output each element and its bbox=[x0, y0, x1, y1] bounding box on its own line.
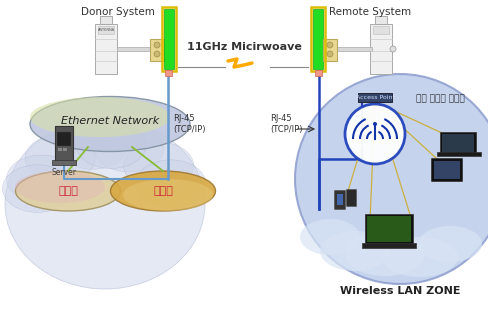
Ellipse shape bbox=[30, 96, 190, 151]
Circle shape bbox=[326, 51, 332, 57]
Bar bbox=[63, 148, 67, 151]
Ellipse shape bbox=[5, 119, 204, 289]
Ellipse shape bbox=[299, 219, 359, 255]
Bar bbox=[310, 7, 325, 71]
Circle shape bbox=[154, 42, 160, 48]
FancyBboxPatch shape bbox=[334, 191, 345, 210]
Ellipse shape bbox=[381, 237, 457, 277]
Text: Access Point: Access Point bbox=[355, 95, 394, 99]
Circle shape bbox=[372, 122, 376, 126]
Bar bbox=[439, 132, 475, 154]
Circle shape bbox=[389, 46, 395, 52]
Bar bbox=[150, 39, 163, 61]
Ellipse shape bbox=[345, 232, 424, 276]
Ellipse shape bbox=[136, 160, 205, 207]
Ellipse shape bbox=[123, 142, 193, 189]
Bar bbox=[162, 7, 176, 71]
Bar bbox=[374, 16, 386, 24]
Circle shape bbox=[154, 51, 160, 57]
Bar bbox=[366, 216, 410, 242]
Text: Wireless LAN ZONE: Wireless LAN ZONE bbox=[339, 286, 459, 296]
Ellipse shape bbox=[58, 122, 127, 169]
Bar bbox=[163, 9, 174, 69]
Bar bbox=[55, 126, 73, 161]
Bar bbox=[100, 16, 112, 24]
Ellipse shape bbox=[123, 179, 213, 211]
Ellipse shape bbox=[16, 171, 120, 211]
Text: 11GHz Micirwoave: 11GHz Micirwoave bbox=[186, 42, 301, 52]
Bar bbox=[52, 160, 76, 165]
Text: Server: Server bbox=[51, 168, 76, 177]
Bar bbox=[441, 134, 473, 152]
Bar bbox=[361, 243, 415, 248]
Circle shape bbox=[326, 42, 332, 48]
Bar bbox=[336, 194, 342, 205]
Ellipse shape bbox=[2, 165, 72, 212]
Text: RJ-45
(TCP/IP): RJ-45 (TCP/IP) bbox=[269, 114, 302, 134]
Bar bbox=[336, 47, 371, 51]
Text: ANTENNA: ANTENNA bbox=[97, 28, 114, 32]
Bar bbox=[58, 148, 62, 151]
Bar bbox=[436, 152, 480, 156]
Ellipse shape bbox=[76, 121, 146, 168]
Text: RJ-45
(TCP/IP): RJ-45 (TCP/IP) bbox=[173, 114, 205, 134]
Bar bbox=[433, 161, 459, 179]
Bar bbox=[57, 132, 71, 146]
Ellipse shape bbox=[6, 155, 77, 203]
Circle shape bbox=[294, 74, 488, 284]
Bar bbox=[98, 26, 114, 34]
Bar bbox=[117, 47, 152, 51]
Text: Ethernet Network: Ethernet Network bbox=[61, 116, 159, 126]
Ellipse shape bbox=[417, 226, 481, 262]
Text: 오선망: 오선망 bbox=[58, 186, 78, 196]
Bar bbox=[364, 214, 412, 244]
FancyBboxPatch shape bbox=[346, 189, 356, 206]
Ellipse shape bbox=[94, 124, 163, 172]
Bar bbox=[372, 26, 388, 34]
Ellipse shape bbox=[319, 231, 389, 271]
Bar bbox=[314, 70, 321, 76]
Text: 오선 인터넷 서비스: 오선 인터넷 서비스 bbox=[415, 95, 464, 104]
Text: Remote System: Remote System bbox=[328, 7, 410, 17]
FancyBboxPatch shape bbox=[430, 159, 462, 181]
Text: Donor System: Donor System bbox=[81, 7, 155, 17]
Ellipse shape bbox=[15, 171, 105, 203]
Bar bbox=[357, 93, 391, 102]
Bar bbox=[323, 39, 336, 61]
Bar bbox=[312, 9, 323, 69]
Bar bbox=[369, 24, 391, 74]
Text: 유선망: 유선망 bbox=[153, 186, 173, 196]
Ellipse shape bbox=[30, 97, 170, 137]
Circle shape bbox=[345, 104, 404, 164]
Bar bbox=[164, 70, 172, 76]
Ellipse shape bbox=[25, 135, 95, 182]
Ellipse shape bbox=[110, 171, 215, 211]
Bar bbox=[95, 24, 117, 74]
